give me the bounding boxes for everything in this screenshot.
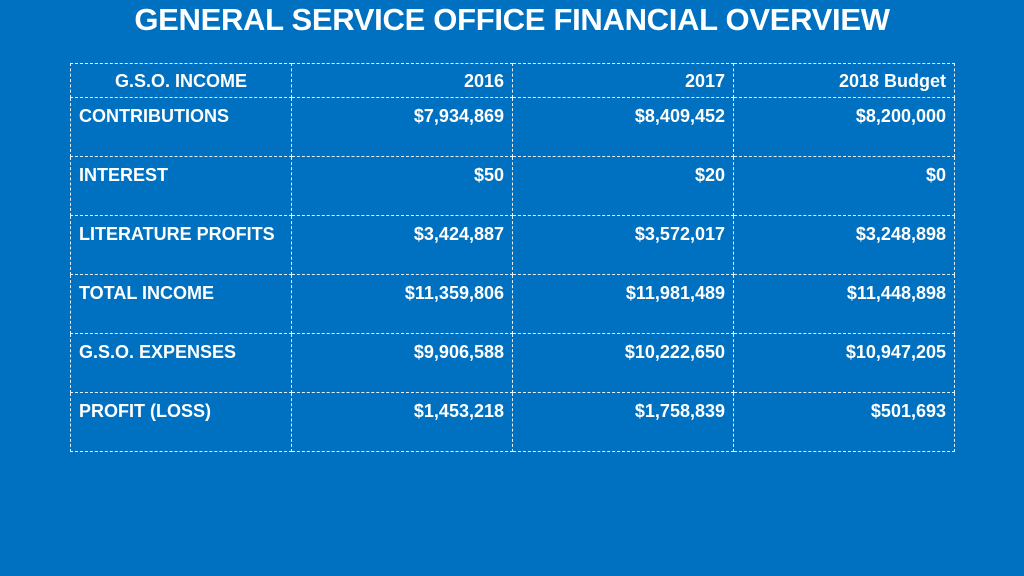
page-title: GENERAL SERVICE OFFICE FINANCIAL OVERVIE… [134,2,890,37]
value-cell: $20 [512,156,734,216]
row-label: CONTRIBUTIONS [70,97,292,157]
value-cell: $9,906,588 [291,333,513,393]
table-row: INTEREST $50 $20 $0 [70,156,955,216]
value-cell: $3,424,887 [291,215,513,275]
table-row: LITERATURE PROFITS $3,424,887 $3,572,017 $3… [70,215,955,275]
table-row: TOTAL INCOME $11,359,806 $11,981,489 $11,44… [70,274,955,334]
row-label: LITERATURE PROFITS [70,215,292,275]
value-cell: $8,409,452 [512,97,734,157]
row-label: INTEREST [70,156,292,216]
header-cell: 2016 [291,63,513,98]
row-label: PROFIT (LOSS) [70,392,292,452]
table-header-row: G.S.O. INCOME 2016 2017 2018 Budget [70,63,955,98]
financial-table: G.S.O. INCOME 2016 2017 2018 Budget CONT… [70,63,955,452]
header-cell: 2018 Budget [733,63,955,98]
row-label: G.S.O. EXPENSES [70,333,292,393]
value-cell: $3,572,017 [512,215,734,275]
value-cell: $11,981,489 [512,274,734,334]
value-cell: $10,222,650 [512,333,734,393]
table-row: PROFIT (LOSS) $1,453,218 $1,758,839 $501,69… [70,392,955,452]
value-cell: $1,758,839 [512,392,734,452]
value-cell: $8,200,000 [733,97,955,157]
table-row: G.S.O. EXPENSES $9,906,588 $10,222,650 $10,… [70,333,955,393]
table-row: CONTRIBUTIONS $7,934,869 $8,409,452 $8,200,… [70,97,955,157]
value-cell: $10,947,205 [733,333,955,393]
value-cell: $11,359,806 [291,274,513,334]
header-cell: 2017 [512,63,734,98]
value-cell: $1,453,218 [291,392,513,452]
value-cell: $50 [291,156,513,216]
value-cell: $11,448,898 [733,274,955,334]
value-cell: $501,693 [733,392,955,452]
row-label: TOTAL INCOME [70,274,292,334]
header-cell: G.S.O. INCOME [70,63,292,98]
value-cell: $7,934,869 [291,97,513,157]
value-cell: $0 [733,156,955,216]
value-cell: $3,248,898 [733,215,955,275]
